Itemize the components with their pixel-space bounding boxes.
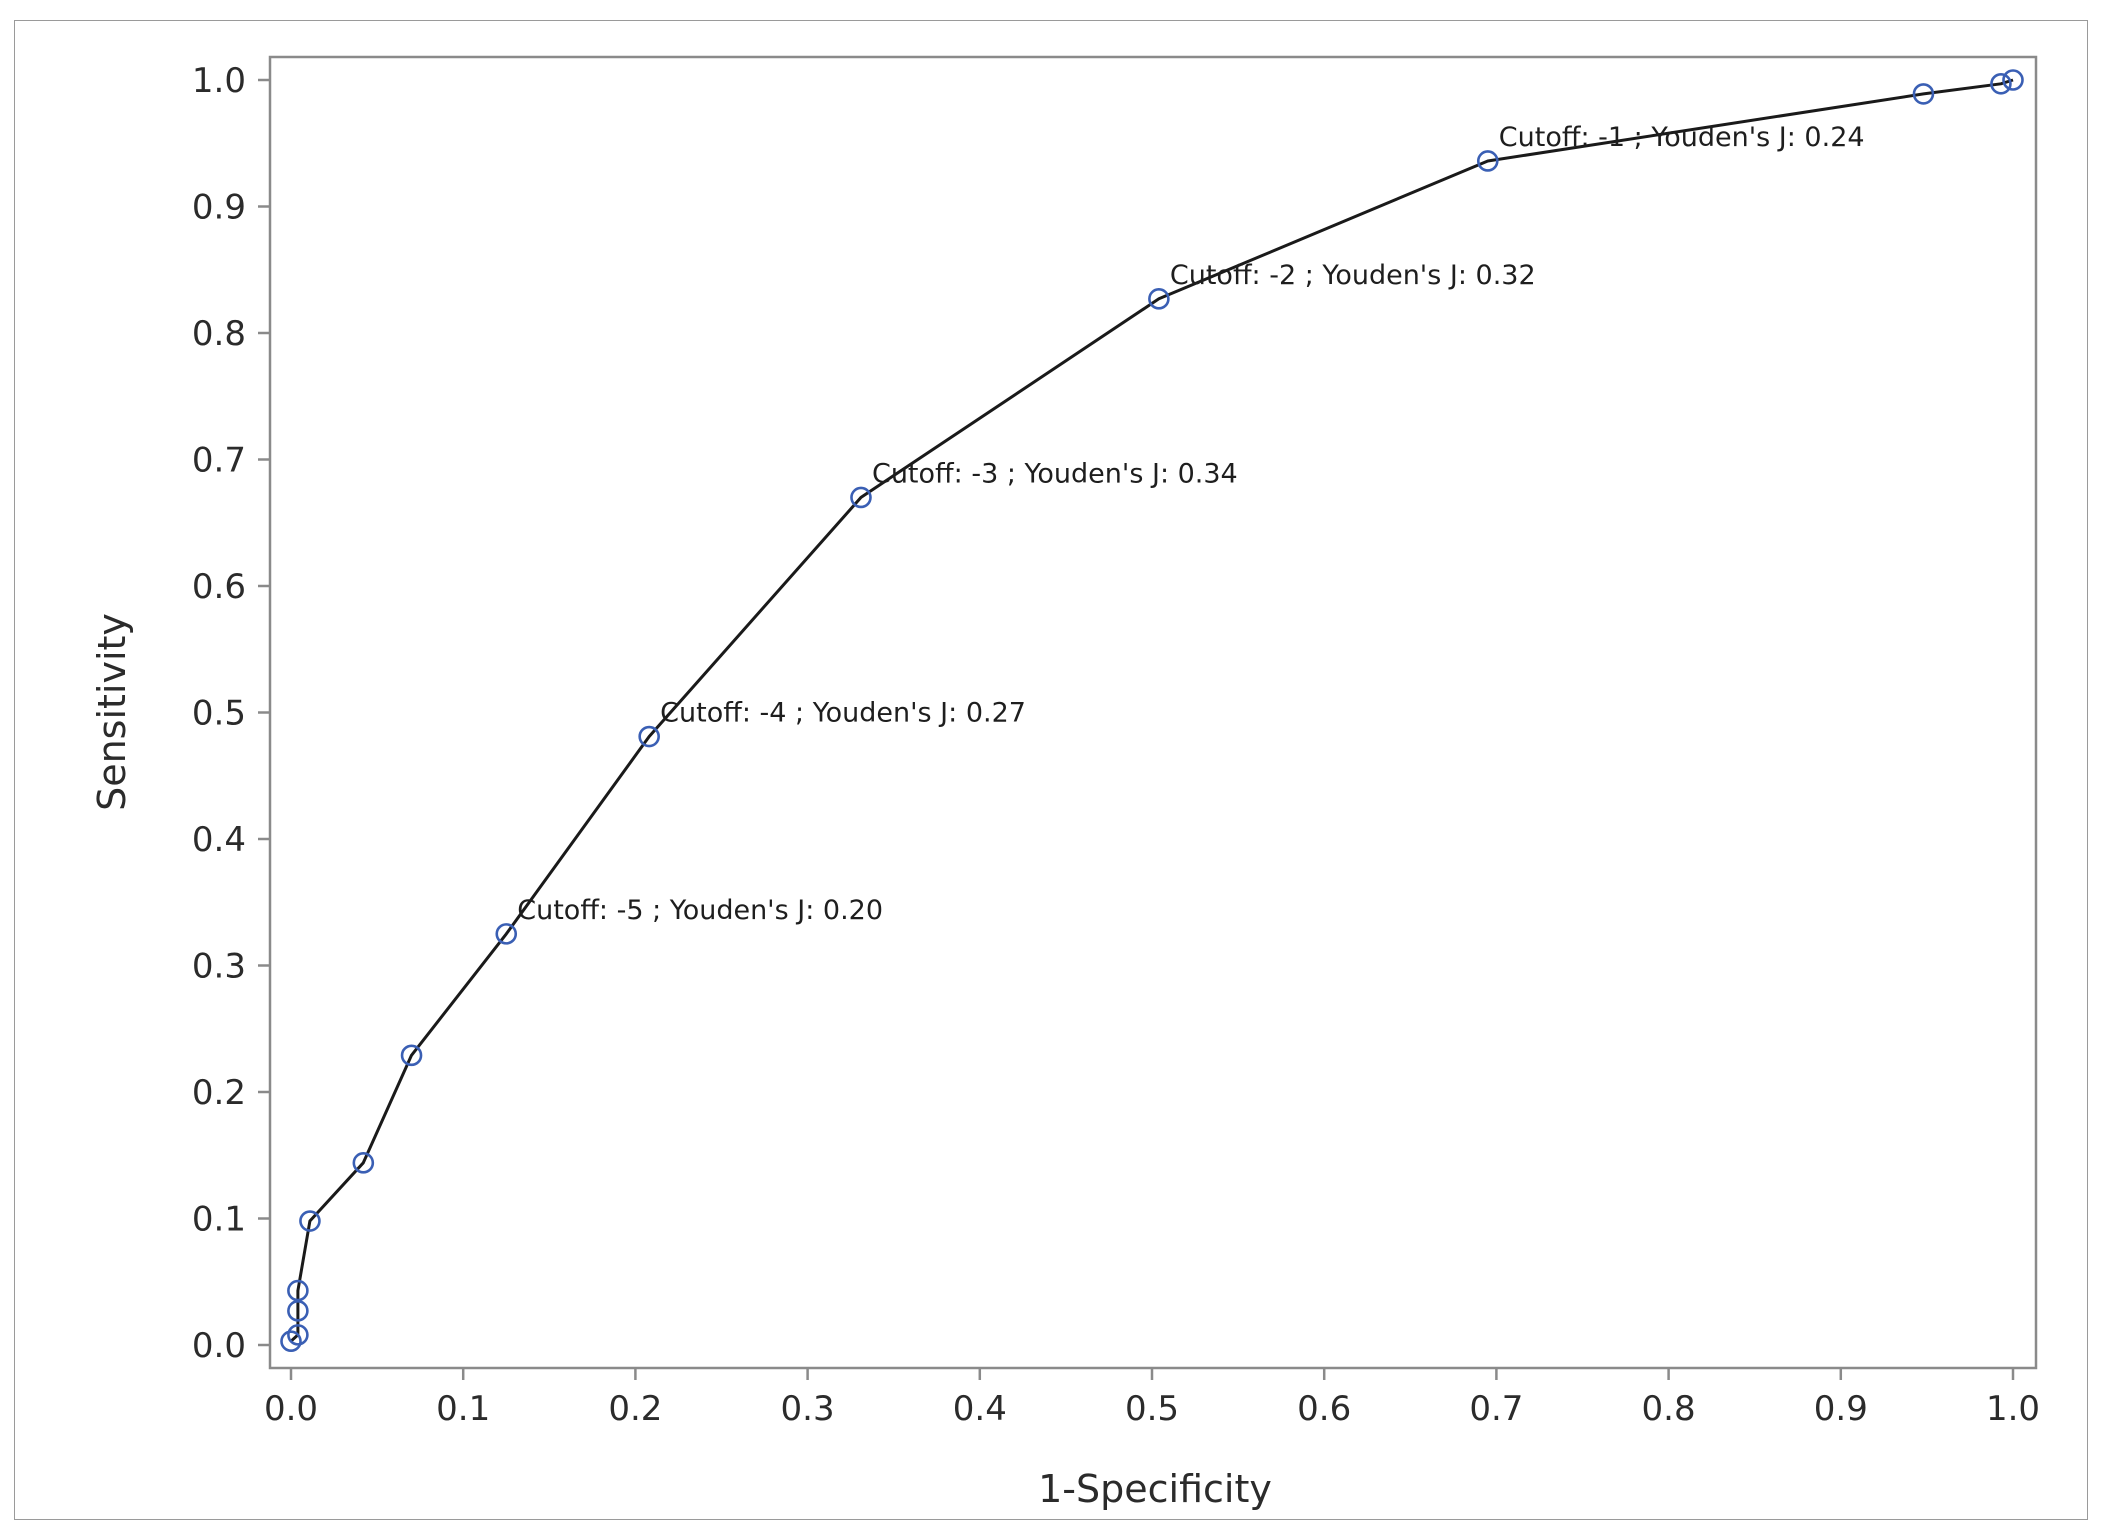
cutoff-annotation: Cutoff: -2 ; Youden's J: 0.32 bbox=[1170, 260, 1536, 291]
y-tick-label: 0.0 bbox=[192, 1326, 246, 1366]
roc-chart: 0.0 0.1 0.2 0.3 0.4 0.5 0.6 0.7 0.8 0.9 1.0 0.0 0.1… bbox=[90, 55, 2040, 1511]
x-tick-label: 0.5 bbox=[1125, 1389, 1179, 1429]
y-axis-ticks: 0.0 0.1 0.2 0.3 0.4 0.5 0.6 0.7 0.8 0.9 1.0 bbox=[192, 61, 270, 1366]
roc-curve-line bbox=[289, 78, 2014, 1343]
cutoff-annotation: Cutoff: -3 ; Youden's J: 0.34 bbox=[872, 458, 1238, 489]
y-tick-label: 0.3 bbox=[192, 947, 246, 987]
y-tick-label: 0.7 bbox=[192, 441, 246, 481]
figure-frame: 0.0 0.1 0.2 0.3 0.4 0.5 0.6 0.7 0.8 0.9 1.0 0.0 0.1… bbox=[14, 20, 2088, 1520]
y-tick-label: 0.2 bbox=[192, 1073, 246, 1113]
annotation-layer: Cutoff: -5 ; Youden's J: 0.20 Cutoff: -4 … bbox=[517, 122, 1864, 926]
data-point-marker bbox=[1148, 288, 1170, 310]
y-axis-label: Sensitivity bbox=[90, 613, 134, 811]
y-tick-label: 0.4 bbox=[192, 820, 246, 860]
cutoff-annotation: Cutoff: -4 ; Youden's J: 0.27 bbox=[660, 698, 1026, 729]
data-point-marker bbox=[400, 1044, 423, 1067]
y-tick-label: 1.0 bbox=[192, 61, 246, 101]
data-point-marker bbox=[352, 1152, 375, 1174]
y-tick-label: 0.9 bbox=[192, 188, 246, 228]
x-tick-label: 0.1 bbox=[436, 1389, 490, 1429]
data-point-marker bbox=[1476, 150, 1499, 172]
x-tick-label: 0.6 bbox=[1297, 1389, 1351, 1429]
plot-area bbox=[268, 55, 2038, 1370]
data-point-marker bbox=[280, 1330, 302, 1353]
x-tick-label: 1.0 bbox=[1986, 1389, 2040, 1429]
x-tick-label: 0.7 bbox=[1469, 1389, 1523, 1429]
data-point-marker bbox=[495, 923, 518, 945]
data-point-marker bbox=[1990, 72, 2012, 95]
y-tick-label: 0.1 bbox=[192, 1200, 246, 1240]
x-tick-label: 0.9 bbox=[1814, 1389, 1868, 1429]
data-point-marker bbox=[1912, 83, 1935, 105]
x-tick-label: 0.2 bbox=[608, 1389, 662, 1429]
cutoff-annotation: Cutoff: -1 ; Youden's J: 0.24 bbox=[1499, 122, 1865, 153]
y-tick-label: 0.6 bbox=[192, 567, 246, 607]
series-layer bbox=[280, 69, 2024, 1353]
data-point-marker bbox=[850, 486, 872, 509]
data-point-marker bbox=[638, 725, 660, 748]
y-tick-label: 0.8 bbox=[192, 314, 246, 354]
data-point-marker bbox=[287, 1279, 309, 1302]
x-tick-label: 0.4 bbox=[953, 1389, 1007, 1429]
y-tick-label: 0.5 bbox=[192, 694, 246, 734]
x-tick-label: 0.0 bbox=[264, 1389, 318, 1429]
data-point-marker bbox=[287, 1324, 309, 1346]
x-axis-ticks: 0.0 0.1 0.2 0.3 0.4 0.5 0.6 0.7 0.8 0.9 1.0 bbox=[264, 1368, 2040, 1429]
data-point-marker bbox=[2002, 69, 2024, 91]
data-point-marker bbox=[299, 1210, 321, 1232]
x-axis-label: 1-Specificity bbox=[1038, 1467, 1272, 1511]
x-tick-label: 0.8 bbox=[1642, 1389, 1696, 1429]
x-tick-label: 0.3 bbox=[781, 1389, 835, 1429]
cutoff-annotation: Cutoff: -5 ; Youden's J: 0.20 bbox=[517, 895, 883, 926]
